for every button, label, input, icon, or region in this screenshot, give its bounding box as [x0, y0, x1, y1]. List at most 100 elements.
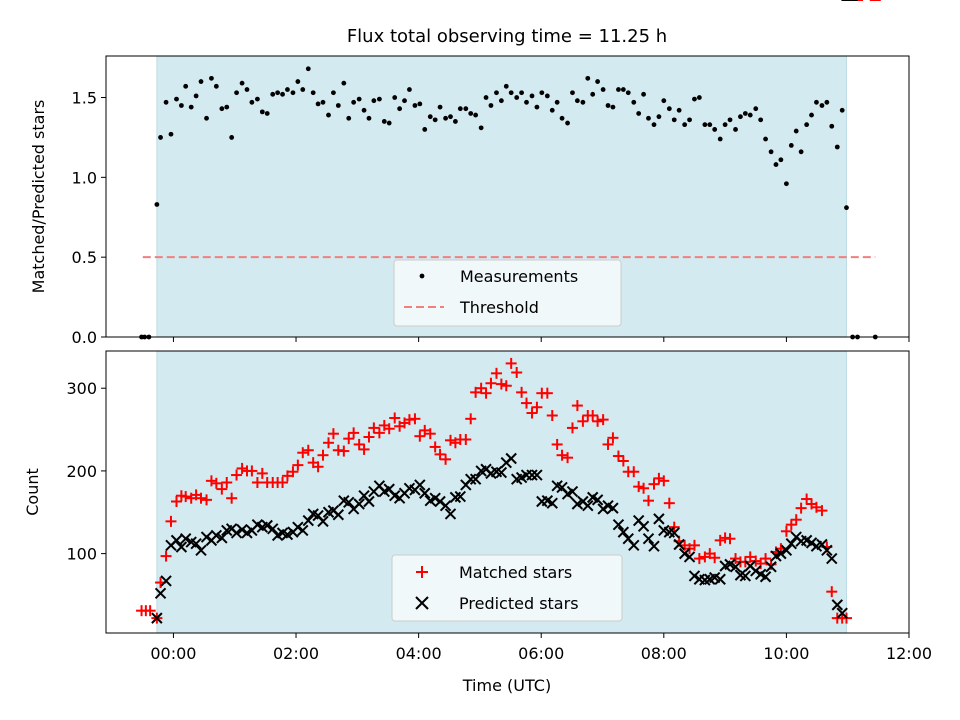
- measurement-point: [549, 107, 555, 113]
- x-tick-label: 10:00: [763, 644, 809, 663]
- measurement-point: [371, 98, 377, 104]
- measurement-point: [519, 90, 524, 96]
- matched-star-marker: [816, 505, 828, 517]
- matched-star-marker: [160, 550, 172, 562]
- matched-star-marker: [419, 424, 431, 436]
- y-tick-label: 0.0: [72, 328, 97, 347]
- predicted-star-marker: [653, 513, 665, 525]
- matched-star-marker: [210, 477, 222, 489]
- measurement-point: [427, 114, 433, 120]
- measurement-point: [651, 122, 657, 128]
- measurement-point: [285, 87, 290, 92]
- legend-measurements-label: Measurements: [460, 267, 578, 286]
- measurement-point: [768, 149, 774, 155]
- matched-star-marker: [236, 462, 248, 474]
- measurement-point: [717, 136, 723, 142]
- bottom-x-ticks: 00:00 02:00 04:00 06:00 08:00 10:00 12:00: [150, 633, 932, 663]
- measurement-point: [397, 106, 403, 112]
- measurement-point: [239, 80, 245, 86]
- matched-star-marker: [633, 481, 645, 493]
- y-tick-label: 0.5: [72, 248, 97, 267]
- predicted-star-marker: [465, 473, 477, 485]
- measurement-point: [773, 162, 779, 167]
- top-y-axis-label: Matched/Predicted stars: [29, 100, 48, 294]
- matched-star-marker: [810, 501, 822, 513]
- matched-star-marker: [516, 386, 528, 398]
- measurement-point: [646, 115, 651, 121]
- measurement-point: [448, 114, 453, 120]
- matched-star-marker: [216, 483, 228, 495]
- measurement-point: [620, 87, 626, 92]
- matched-star-marker: [292, 459, 304, 471]
- chart-title: Flux total observing time = 11.25 h: [347, 26, 667, 47]
- bottom-legend: Matched stars Predicted stars: [391, 554, 623, 622]
- matched-star-marker: [653, 472, 665, 484]
- measurement-point: [661, 98, 667, 104]
- measurement-point: [463, 106, 469, 112]
- predicted-star-marker: [637, 520, 650, 533]
- predicted-star-marker: [780, 544, 793, 557]
- measurement-point: [483, 95, 489, 100]
- matched-star-marker: [338, 445, 350, 457]
- predicted-star-marker: [363, 495, 375, 508]
- predicted-star-marker: [170, 534, 183, 547]
- measurement-point: [508, 90, 514, 96]
- matched-star-marker: [617, 455, 629, 467]
- measurement-point: [174, 96, 179, 102]
- measurement-points: [139, 66, 878, 340]
- predicted-star-marker: [836, 607, 848, 619]
- measurement-point: [570, 90, 575, 96]
- measurement-point: [402, 98, 407, 104]
- measurement-point: [692, 96, 697, 102]
- predicted-star-marker: [414, 479, 426, 491]
- matched-star-marker: [281, 470, 293, 482]
- measurement-point: [407, 87, 412, 92]
- predicted-star-marker: [429, 492, 441, 504]
- predicted-star-marker: [673, 538, 685, 551]
- measurement-point: [616, 87, 621, 92]
- matched-star-marker: [760, 553, 772, 565]
- measurement-point: [814, 99, 819, 105]
- predicted-star-marker: [175, 541, 188, 553]
- matched-star-marker: [353, 438, 365, 450]
- predicted-star-marker: [230, 527, 243, 539]
- matched-star-marker: [602, 438, 614, 450]
- measurement-point: [671, 117, 677, 123]
- measurement-point: [788, 143, 794, 148]
- predicted-star-marker: [200, 531, 213, 543]
- matched-star-marker: [648, 478, 660, 490]
- predicted-star-marker: [160, 575, 172, 587]
- matched-star-marker: [566, 422, 578, 434]
- matched-star-marker: [444, 434, 456, 446]
- measurement-point: [351, 99, 357, 105]
- measurement-point: [590, 91, 596, 97]
- matched-star-marker: [511, 367, 523, 379]
- predicted-star-marker: [739, 570, 752, 582]
- matched-star-marker: [577, 415, 589, 427]
- measurement-point: [154, 202, 160, 207]
- measurement-point: [255, 96, 260, 102]
- matched-star-marker: [541, 387, 553, 399]
- measurement-point: [341, 80, 347, 86]
- measurement-point: [758, 117, 764, 123]
- predicted-star-marker: [785, 537, 798, 550]
- x-axis-label: Time (UTC): [462, 676, 551, 695]
- measurement-point: [224, 104, 230, 110]
- matched-star-marker: [562, 452, 574, 464]
- x-tick-label: 02:00: [273, 644, 319, 663]
- measurement-point: [361, 107, 367, 113]
- measurement-point: [804, 122, 810, 128]
- matched-star-marker: [597, 414, 609, 426]
- measurement-point: [809, 112, 814, 118]
- predicted-star-marker: [612, 518, 625, 531]
- predicted-star-marker: [297, 524, 309, 537]
- predicted-star-marker: [729, 561, 742, 573]
- measurement-point: [204, 115, 209, 121]
- top-legend: Measurements Threshold: [393, 259, 622, 327]
- matched-star-marker: [302, 444, 314, 456]
- predicted-star-marker: [688, 570, 701, 582]
- matched-star-marker: [546, 410, 558, 422]
- matched-star-marker: [607, 432, 619, 444]
- measurement-point: [712, 127, 718, 132]
- predicted-star-marker: [750, 565, 762, 577]
